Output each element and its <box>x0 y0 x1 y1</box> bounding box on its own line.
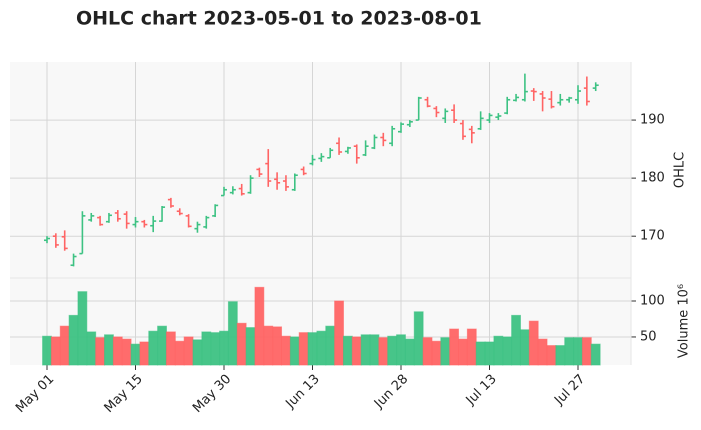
volume-bar <box>272 326 283 366</box>
volume-bar <box>342 335 353 366</box>
plot-area <box>10 62 631 365</box>
volume-bar <box>130 343 141 366</box>
volume-bar <box>183 336 194 366</box>
volume-bar <box>192 339 203 366</box>
volume-bar <box>502 336 513 366</box>
volume-bar <box>148 330 159 366</box>
volume-bar <box>404 338 415 366</box>
volume-bar <box>210 332 221 366</box>
volume-bar <box>289 336 300 366</box>
volume-bar <box>449 328 460 366</box>
y-tick-label: 100 <box>640 294 665 309</box>
volume-bar <box>581 337 592 366</box>
volume-bar <box>112 336 123 366</box>
x-tick-label: May 30 <box>190 372 234 416</box>
volume-bar <box>68 314 79 366</box>
volume-bar <box>519 329 530 366</box>
volume-bar <box>86 331 97 366</box>
volume-bar <box>555 345 566 366</box>
volume-axis-label: Volume 10⁶ <box>677 284 692 358</box>
volume-bar <box>104 334 114 366</box>
volume-bar <box>254 286 265 366</box>
volume-bar <box>165 331 176 366</box>
volume-bar <box>95 337 106 366</box>
x-tick-label: May 01 <box>13 372 57 416</box>
volume-bar <box>458 338 468 366</box>
volume-bar <box>369 334 380 366</box>
volume-bar <box>387 335 398 366</box>
y-tick-label: 170 <box>640 229 665 244</box>
volume-bar <box>537 338 548 366</box>
volume-bar <box>59 325 70 366</box>
volume-bar <box>378 337 389 366</box>
volume-bar <box>157 325 167 366</box>
volume-bar <box>281 335 291 366</box>
volume-bar <box>475 341 486 366</box>
volume-bar <box>245 327 256 366</box>
volume-bar <box>493 335 504 366</box>
x-tick-label: May 15 <box>102 372 146 416</box>
volume-bar <box>511 314 521 366</box>
x-tick-label: Jul 27 <box>551 372 588 409</box>
volume-bar <box>351 336 362 366</box>
volume-bar <box>121 338 132 366</box>
volume-bar <box>590 343 601 366</box>
volume-bar <box>325 325 336 366</box>
volume-bar <box>139 341 150 366</box>
chart-title: OHLC chart 2023-05-01 to 2023-08-01 <box>76 8 482 30</box>
volume-bar <box>174 340 185 366</box>
volume-bar <box>201 331 212 366</box>
volume-bar <box>50 336 61 366</box>
volume-bar <box>219 330 229 366</box>
y-axis-label: OHLC <box>673 152 688 188</box>
volume-bar <box>440 337 451 366</box>
y-tick-label: 50 <box>640 329 657 344</box>
volume-bar <box>307 332 318 366</box>
volume-bar <box>77 291 88 366</box>
volume-bar <box>396 334 406 366</box>
x-tick-label: Jun 28 <box>371 372 411 412</box>
volume-bar <box>263 325 274 366</box>
volume-bar <box>564 337 575 366</box>
volume-bar <box>413 311 424 366</box>
volume-bar <box>466 328 477 366</box>
y-tick-label: 190 <box>640 113 665 128</box>
volume-bar <box>42 335 52 366</box>
volume-bar <box>360 334 371 366</box>
volume-bar <box>334 300 344 366</box>
volume-bar <box>236 322 247 366</box>
volume-bar <box>484 341 495 366</box>
volume-bar <box>546 345 557 366</box>
volume-bar <box>298 332 309 366</box>
volume-bar <box>422 337 433 366</box>
x-tick-label: Jun 13 <box>282 372 322 412</box>
volume-bar <box>227 301 238 366</box>
volume-bar <box>528 320 539 366</box>
y-tick-label: 180 <box>640 171 665 186</box>
volume-bar <box>431 340 442 366</box>
volume-bar <box>316 330 327 366</box>
x-tick-label: Jul 13 <box>463 372 500 409</box>
volume-bar <box>573 337 583 366</box>
